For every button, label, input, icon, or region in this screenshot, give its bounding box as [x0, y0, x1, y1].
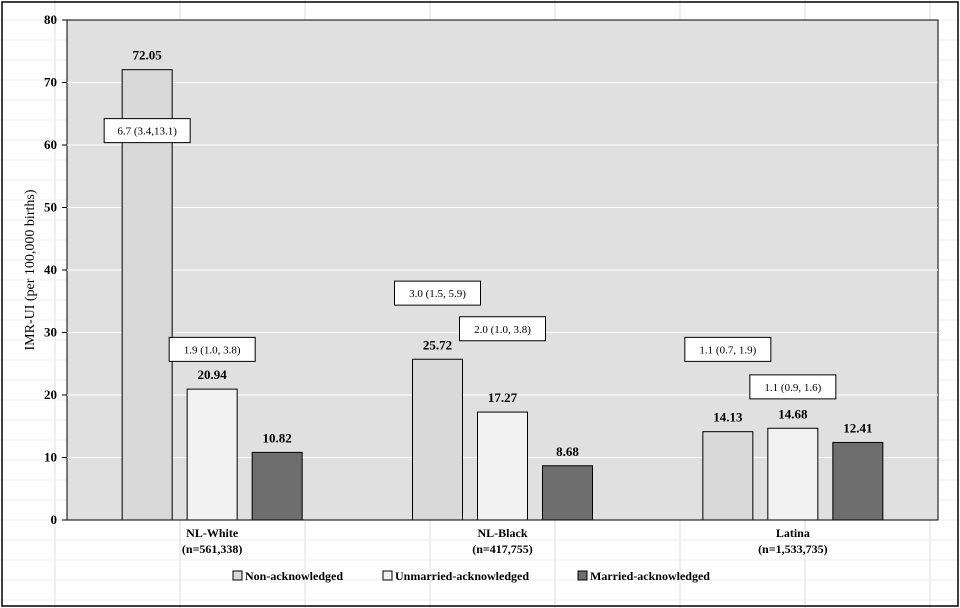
annotation-text: 1.1 (0.9, 1.6) — [764, 382, 821, 394]
x-category-n: (n=417,755) — [472, 542, 533, 556]
legend-swatch — [232, 570, 243, 581]
data-label: 14.68 — [778, 406, 808, 421]
y-axis-label: IMR-UI (per 100,000 births) — [23, 189, 38, 350]
data-label: 14.13 — [713, 410, 743, 425]
data-label: 8.68 — [556, 444, 579, 459]
legend-item-label: Non-acknowledged — [245, 569, 343, 583]
x-category-n: (n=561,338) — [182, 542, 243, 556]
bar-non-acknowledged-1[interactable] — [412, 358, 463, 521]
x-category-n: (n=1,533,735) — [758, 542, 828, 556]
data-label: 25.72 — [423, 337, 452, 352]
annotation-text: 1.9 (1.0, 3.8) — [184, 344, 241, 356]
legend-item-label: Married-acknowledged — [590, 569, 710, 583]
annotation-box — [394, 280, 481, 306]
legend-item-label: Unmarried-acknowledged — [395, 569, 529, 583]
y-tick-label: 30 — [44, 325, 57, 340]
y-tick-label: 10 — [44, 450, 57, 465]
bar-unmarried-acknowledged-2[interactable] — [767, 427, 819, 521]
bar-married-acknowledged-1[interactable] — [542, 465, 593, 521]
y-tick-label: 60 — [44, 137, 57, 152]
x-category-label: Latina — [776, 526, 810, 540]
bar-non-acknowledged-0[interactable] — [121, 69, 173, 521]
annotation-box — [749, 374, 837, 400]
legend-swatch — [577, 570, 588, 581]
annotation-text: 6.7 (3.4,13.1) — [117, 126, 177, 138]
bar-married-acknowledged-2[interactable] — [832, 441, 884, 521]
bar-unmarried-acknowledged-1[interactable] — [477, 411, 528, 521]
y-tick-label: 50 — [44, 200, 57, 215]
data-label: 10.82 — [263, 430, 292, 445]
x-category-label: NL-Black — [477, 526, 527, 540]
data-label: 12.41 — [843, 420, 872, 435]
annotation-text: 2.0 (1.0, 3.8) — [474, 324, 531, 336]
annotation-box — [168, 336, 256, 362]
annotation-text: 3.0 (1.5, 5.9) — [409, 288, 466, 300]
data-label: 20.94 — [198, 367, 228, 382]
annotation-box — [103, 118, 191, 144]
x-category-label: NL-White — [186, 526, 239, 540]
annotation-text: 1.1 (0.7, 1.9) — [699, 344, 756, 356]
y-tick-label: 70 — [44, 75, 57, 90]
y-tick-label: 20 — [44, 387, 57, 402]
data-label: 17.27 — [488, 390, 518, 405]
bar-married-acknowledged-0[interactable] — [251, 451, 303, 521]
y-tick-label: 40 — [44, 262, 57, 277]
data-label: 72.05 — [133, 48, 163, 63]
annotation-box — [459, 316, 546, 342]
y-tick-label: 80 — [44, 12, 57, 27]
legend-swatch — [382, 570, 393, 581]
bar-unmarried-acknowledged-0[interactable] — [186, 388, 238, 521]
annotation-box — [684, 336, 772, 362]
bar-non-acknowledged-2[interactable] — [702, 431, 754, 521]
y-tick-label: 0 — [51, 512, 58, 527]
